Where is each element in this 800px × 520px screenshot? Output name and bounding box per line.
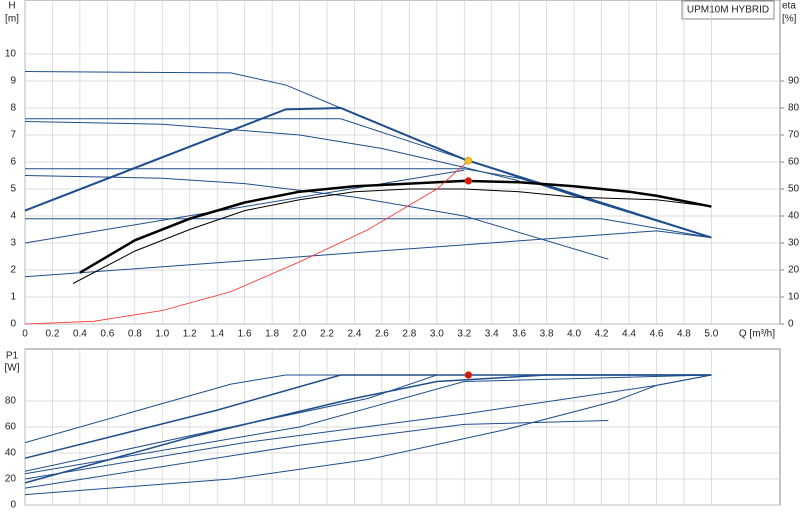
legend-box xyxy=(681,0,775,20)
y-axis-unit: [m] xyxy=(5,14,19,25)
curve xyxy=(24,230,712,278)
y2-tick-label: 30 xyxy=(788,238,800,249)
y-axis-label: H xyxy=(8,1,15,12)
y-tick-label: 80 xyxy=(5,396,17,407)
curve xyxy=(24,175,609,260)
y2-tick-label: 20 xyxy=(788,265,800,276)
curve xyxy=(79,179,712,274)
y-axis-unit: [W] xyxy=(5,363,20,374)
y-tick-label: 8 xyxy=(10,103,16,114)
x-tick-label: 1.6 xyxy=(238,329,252,340)
y2-tick-label: 0 xyxy=(788,319,794,330)
y-tick-label: 6 xyxy=(10,157,16,168)
x-tick-label: 3.8 xyxy=(540,329,554,340)
y-tick-label: 1 xyxy=(10,292,16,303)
y-tick-label: 5 xyxy=(10,184,16,195)
x-tick-label: 2.4 xyxy=(348,329,362,340)
y-tick-label: 3 xyxy=(10,238,16,249)
curve xyxy=(24,374,712,484)
x-tick-label: 5.0 xyxy=(704,329,718,340)
curve xyxy=(24,420,609,489)
curve xyxy=(24,160,469,325)
x-tick-label: 2.8 xyxy=(402,329,416,340)
y-tick-label: 0 xyxy=(10,319,16,330)
x-tick-label: 0.2 xyxy=(46,329,60,340)
operating-point xyxy=(464,177,473,185)
curve xyxy=(24,374,712,475)
x-tick-label: 0.6 xyxy=(100,329,114,340)
curve xyxy=(24,374,712,459)
x-tick-label: 3.2 xyxy=(457,329,471,340)
y-tick-label: 7 xyxy=(10,130,16,141)
x-tick-label: 2.2 xyxy=(320,329,334,340)
x-tick-label: 1.2 xyxy=(183,329,197,340)
y2-axis-label: eta xyxy=(782,1,796,12)
y-tick-label: 40 xyxy=(5,448,17,459)
y2-tick-label: 60 xyxy=(788,157,800,168)
y2-tick-label: 50 xyxy=(788,184,800,195)
x-tick-label: 4.2 xyxy=(595,329,609,340)
curve xyxy=(24,169,465,244)
x-tick-label: 3.4 xyxy=(485,329,499,340)
x-tick-label: 4.8 xyxy=(677,329,691,340)
curve xyxy=(25,118,465,160)
curve xyxy=(72,188,712,284)
x-tick-label: 4.0 xyxy=(567,329,581,340)
x-tick-label: 3.6 xyxy=(512,329,526,340)
x-tick-label: 1.0 xyxy=(155,329,169,340)
x-tick-label: 4.6 xyxy=(650,329,664,340)
y-tick-label: 0 xyxy=(10,500,16,511)
x-tick-label: 4.4 xyxy=(622,329,636,340)
y-tick-label: 10 xyxy=(5,49,17,60)
legend-title: UPM10M HYBRID xyxy=(687,5,769,16)
y-tick-label: 60 xyxy=(5,422,17,433)
x-tick-label: 0.8 xyxy=(128,329,142,340)
y-tick-label: 9 xyxy=(10,76,16,87)
y-axis-label: P1 xyxy=(6,351,19,362)
curve xyxy=(24,374,712,496)
operating-point xyxy=(464,156,473,165)
x-tick-label: 0 xyxy=(22,329,28,340)
y2-axis-unit: [%] xyxy=(782,14,797,25)
x-tick-label: 2.0 xyxy=(293,329,307,340)
y2-tick-label: 40 xyxy=(788,211,800,222)
operating-point xyxy=(464,371,473,379)
x-tick-label: 3.0 xyxy=(430,329,444,340)
y-tick-label: 4 xyxy=(10,211,16,222)
curve xyxy=(24,121,520,182)
x-tick-label: 1.8 xyxy=(265,329,279,340)
y-tick-label: 20 xyxy=(5,474,17,485)
y2-tick-label: 10 xyxy=(788,292,800,303)
x-axis-label: Q [m³/h] xyxy=(739,329,775,340)
curve xyxy=(24,71,712,239)
x-tick-label: 1.4 xyxy=(210,329,224,340)
y2-tick-label: 80 xyxy=(788,103,800,114)
x-tick-label: 2.6 xyxy=(375,329,389,340)
y2-tick-label: 90 xyxy=(788,76,800,87)
curve xyxy=(25,168,712,239)
y-tick-label: 2 xyxy=(10,265,16,276)
x-tick-label: 0.4 xyxy=(73,329,87,340)
curve xyxy=(25,218,712,239)
curve xyxy=(24,374,712,472)
y2-tick-label: 70 xyxy=(788,130,800,141)
